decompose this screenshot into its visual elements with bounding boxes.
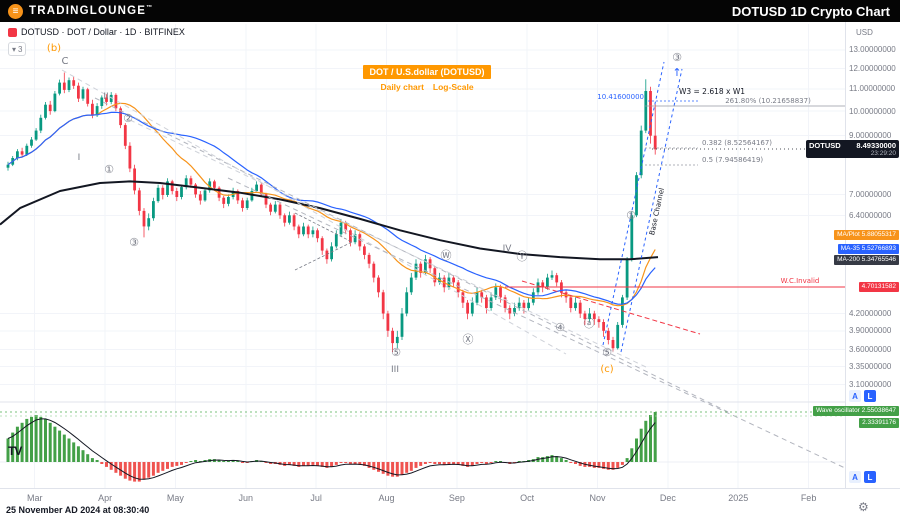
chart-annotation: ↑ bbox=[672, 66, 681, 79]
time-axis-label: May bbox=[166, 493, 184, 503]
chart-annotation: ③ bbox=[672, 51, 682, 64]
time-axis-label: Sep bbox=[448, 493, 465, 503]
chart-annotation: I bbox=[78, 153, 81, 163]
chart-drawing-line[interactable] bbox=[227, 177, 845, 469]
chart-drawing-line[interactable] bbox=[294, 241, 353, 271]
time-axis[interactable]: 25 November AD 2024 at 08:30:40 ⚙ Mar Apr… bbox=[0, 488, 900, 522]
page-title: DOTUSD 1D Crypto Chart bbox=[731, 3, 890, 19]
chart-drawing-line[interactable] bbox=[294, 212, 353, 243]
watermark-subtitle: Daily chart Log-Scale bbox=[380, 82, 474, 92]
indicators-collapse-button[interactable]: ▾ 3 bbox=[8, 42, 27, 56]
time-axis-label: Oct bbox=[520, 493, 535, 503]
chart-annotation: W3 = 2.618 x W1 bbox=[679, 87, 745, 96]
chart-drawing-line[interactable] bbox=[620, 68, 683, 353]
time-axis-label: Dec bbox=[659, 493, 676, 503]
chart-annotation: 0.382 (8.52564167) bbox=[702, 139, 772, 147]
chart-annotation: ② bbox=[123, 112, 133, 125]
top-brand-bar: ≡ TRADINGLOUNGE™ DOTUSD 1D Crypto Chart bbox=[0, 0, 900, 22]
time-axis-label: Feb bbox=[800, 493, 817, 503]
chart-annotation: IV bbox=[503, 244, 513, 254]
chart-annotation: ① bbox=[626, 209, 636, 222]
chart-annotation: 261.80% (10.21658837) bbox=[725, 97, 811, 105]
time-axis-label: Aug bbox=[378, 493, 395, 503]
symbol-description[interactable]: DOTUSD · DOT / Dollar · 1D · BITFINEX bbox=[21, 27, 185, 37]
chart-annotation: ③ bbox=[129, 236, 139, 249]
timestamp: 25 November AD 2024 at 08:30:40 bbox=[6, 505, 150, 515]
auto-scale-button[interactable]: A bbox=[849, 390, 861, 402]
currency-label: USD bbox=[856, 28, 873, 37]
chart-annotation: 10.41600000 bbox=[597, 93, 644, 101]
watermark-title: DOT / U.S.dollar (DOTUSD) bbox=[363, 65, 491, 79]
chart-annotation: II bbox=[103, 92, 108, 102]
chart-annotation: 0.5 (7.94586419) bbox=[702, 156, 763, 164]
indicator-count: 3 bbox=[18, 44, 23, 54]
oscillator-pane-scale-toggles: A L bbox=[849, 471, 876, 483]
chart-drawing-line[interactable] bbox=[94, 97, 729, 413]
chart-watermark: DOT / U.S.dollar (DOTUSD) Daily chart Lo… bbox=[332, 62, 522, 92]
chart-drawing-line[interactable] bbox=[61, 69, 567, 355]
chart-annotation: (b) bbox=[47, 43, 61, 54]
chart-annotation: ④ bbox=[555, 321, 565, 334]
chart-annotation: Ⓨ bbox=[517, 250, 528, 263]
chart-annotation: ① bbox=[104, 163, 114, 176]
chart-annotation: ⑤ bbox=[602, 346, 612, 359]
tradinglounge-logo-icon: ≡ bbox=[8, 3, 23, 19]
chart-annotation: III bbox=[391, 365, 399, 375]
tradingview-logo[interactable]: TV bbox=[8, 444, 22, 458]
chart-annotation: Ⓧ bbox=[463, 333, 474, 346]
chart-annotation: Ⓦ bbox=[441, 249, 452, 262]
auto-scale-button[interactable]: A bbox=[849, 471, 861, 483]
trademark-symbol: ™ bbox=[146, 5, 153, 12]
chart-drawing-line[interactable] bbox=[129, 119, 649, 369]
time-axis-label: Apr bbox=[98, 493, 113, 503]
main-pane-scale-toggles: A L bbox=[849, 390, 876, 402]
log-scale-button[interactable]: L bbox=[864, 390, 876, 402]
symbol-bar[interactable]: DOTUSD · DOT / Dollar · 1D · BITFINEX bbox=[8, 27, 185, 37]
brand-name: TRADINGLOUNGE™ bbox=[29, 5, 153, 17]
time-axis-label: 2025 bbox=[728, 493, 749, 503]
chart-annotation: ⓐ bbox=[584, 317, 595, 330]
time-axis-label: Nov bbox=[589, 493, 606, 503]
price-axis[interactable]: USD bbox=[845, 22, 900, 488]
log-scale-button[interactable]: L bbox=[864, 471, 876, 483]
chart-annotation: W.C.Invalid bbox=[781, 277, 820, 285]
time-axis-label: Mar bbox=[26, 493, 43, 503]
gear-icon[interactable]: ⚙ bbox=[858, 500, 869, 514]
symbol-icon bbox=[8, 27, 17, 37]
time-axis-label: Jun bbox=[238, 493, 254, 503]
chart-annotation: ⑤ bbox=[391, 346, 401, 359]
chart-drawing-line[interactable] bbox=[602, 61, 665, 346]
chevron-down-icon: ▾ bbox=[12, 44, 17, 54]
chart-annotation: C bbox=[62, 56, 69, 67]
time-axis-label: Jul bbox=[310, 493, 322, 503]
chart-annotation: (c) bbox=[600, 364, 613, 375]
menu-icon: ≡ bbox=[12, 5, 19, 17]
